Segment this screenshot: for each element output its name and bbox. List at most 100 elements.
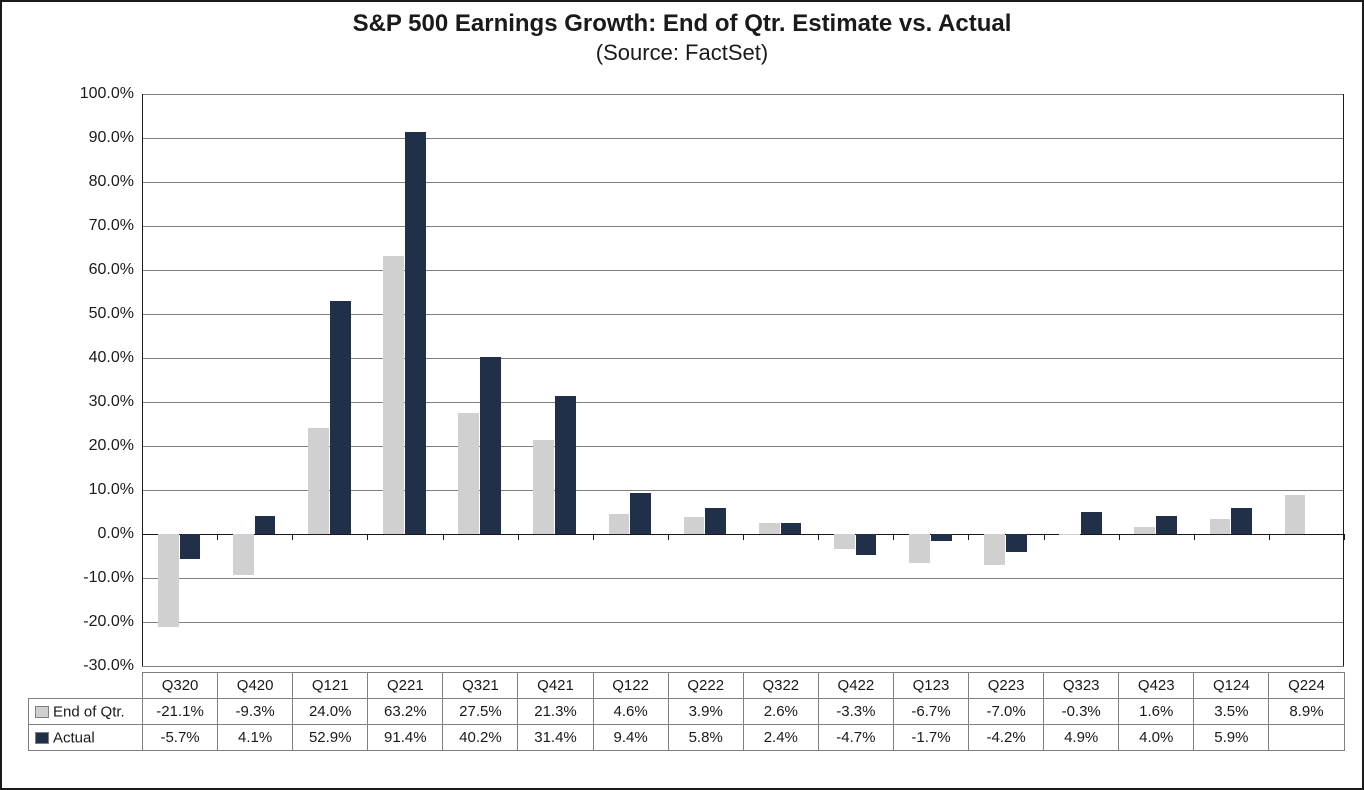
table-cell: 40.2% — [443, 725, 518, 751]
table-category-cell: Q222 — [668, 673, 743, 699]
table-cell — [1269, 725, 1344, 751]
bar — [255, 516, 276, 534]
ytick-label: 0.0% — [98, 525, 134, 543]
axis-right — [1343, 94, 1344, 666]
table-category-cell: Q122 — [593, 673, 668, 699]
table-header-row: Q320Q420Q121Q221Q321Q421Q122Q222Q322Q422… — [29, 673, 1345, 699]
table-cell: 31.4% — [518, 725, 593, 751]
table-cell: -21.1% — [143, 699, 218, 725]
gridline — [142, 270, 1344, 271]
ytick-label: 70.0% — [89, 217, 134, 235]
bar — [1006, 534, 1027, 552]
table-cell: 2.6% — [743, 699, 818, 725]
gridline — [142, 226, 1344, 227]
table-cell: -6.7% — [893, 699, 968, 725]
gridline — [142, 94, 1344, 95]
bar — [931, 534, 952, 541]
table-cell: 27.5% — [443, 699, 518, 725]
table-category-cell: Q420 — [218, 673, 293, 699]
series-name: Actual — [53, 729, 95, 746]
bar — [984, 534, 1005, 565]
axis-left — [142, 94, 143, 666]
bar — [630, 493, 651, 534]
table-cell: 3.5% — [1194, 699, 1269, 725]
table-cell: -7.0% — [969, 699, 1044, 725]
table-row: End of Qtr.-21.1%-9.3%24.0%63.2%27.5%21.… — [29, 699, 1345, 725]
xtick — [743, 534, 744, 540]
table-category-cell: Q322 — [743, 673, 818, 699]
table-row: Actual-5.7%4.1%52.9%91.4%40.2%31.4%9.4%5… — [29, 725, 1345, 751]
ytick-label: 30.0% — [89, 393, 134, 411]
ytick-label: 90.0% — [89, 129, 134, 147]
gridline — [142, 666, 1344, 667]
table-category-cell: Q123 — [893, 673, 968, 699]
table-cell: 3.9% — [668, 699, 743, 725]
bar — [684, 517, 705, 534]
bar — [158, 534, 179, 627]
table-cell: 4.1% — [218, 725, 293, 751]
xtick — [217, 534, 218, 540]
xtick — [1119, 534, 1120, 540]
xtick — [1269, 534, 1270, 540]
table-cell: -3.3% — [818, 699, 893, 725]
xtick — [1344, 534, 1345, 540]
bar — [1285, 495, 1306, 534]
data-table: Q320Q420Q121Q221Q321Q421Q122Q222Q322Q422… — [28, 672, 1345, 751]
ytick-label: -20.0% — [83, 613, 134, 631]
table-cell: 21.3% — [518, 699, 593, 725]
bar — [705, 508, 726, 534]
bar — [180, 534, 201, 559]
table-cell: 4.9% — [1044, 725, 1119, 751]
xtick — [893, 534, 894, 540]
table-cell: 4.0% — [1119, 725, 1194, 751]
bar — [909, 534, 930, 563]
gridline — [142, 314, 1344, 315]
ytick-label: 80.0% — [89, 173, 134, 191]
gridline — [142, 182, 1344, 183]
table-category-cell: Q221 — [368, 673, 443, 699]
bar — [233, 534, 254, 575]
bar — [609, 514, 630, 534]
bar — [1081, 512, 1102, 534]
table-cell: 2.4% — [743, 725, 818, 751]
bar — [781, 523, 802, 534]
bar — [330, 301, 351, 534]
gridline — [142, 138, 1344, 139]
bar — [1231, 508, 1252, 534]
bar — [480, 357, 501, 534]
series-name: End of Qtr. — [53, 703, 125, 720]
table-category-cell: Q423 — [1119, 673, 1194, 699]
ytick-label: 10.0% — [89, 481, 134, 499]
table-cell: -1.7% — [893, 725, 968, 751]
table-cell: 5.8% — [668, 725, 743, 751]
table-category-cell: Q323 — [1044, 673, 1119, 699]
ytick-label: 40.0% — [89, 349, 134, 367]
xtick — [292, 534, 293, 540]
bar — [1156, 516, 1177, 534]
bar — [759, 523, 780, 534]
table-category-cell: Q421 — [518, 673, 593, 699]
gridline — [142, 622, 1344, 623]
table-category-cell: Q223 — [969, 673, 1044, 699]
ytick-label: -10.0% — [83, 569, 134, 587]
bar — [308, 428, 329, 534]
table-cell: 9.4% — [593, 725, 668, 751]
xtick — [818, 534, 819, 540]
xtick — [1194, 534, 1195, 540]
table-category-cell: Q224 — [1269, 673, 1344, 699]
table-row-header: End of Qtr. — [29, 699, 143, 725]
xtick — [1044, 534, 1045, 540]
table-category-cell: Q124 — [1194, 673, 1269, 699]
ytick-label: 100.0% — [80, 85, 134, 103]
table-cell: 5.9% — [1194, 725, 1269, 751]
xtick — [518, 534, 519, 540]
table-cell: 52.9% — [293, 725, 368, 751]
plot-area: -30.0%-20.0%-10.0%0.0%10.0%20.0%30.0%40.… — [142, 94, 1344, 666]
ytick-label: 60.0% — [89, 261, 134, 279]
bar — [533, 440, 554, 534]
bar — [458, 413, 479, 534]
title-block: S&P 500 Earnings Growth: End of Qtr. Est… — [2, 10, 1362, 66]
table-corner-cell — [29, 673, 143, 699]
xtick — [668, 534, 669, 540]
gridline — [142, 358, 1344, 359]
